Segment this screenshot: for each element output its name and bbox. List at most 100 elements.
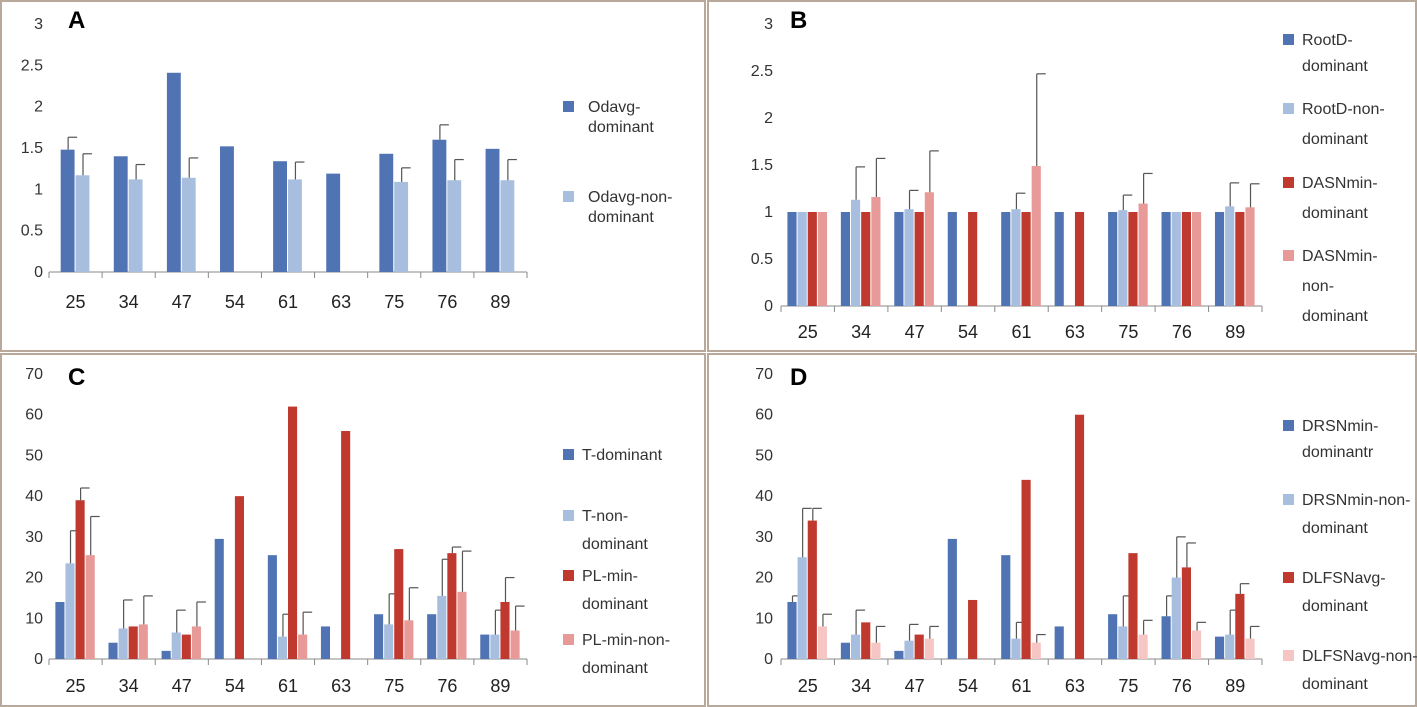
panel-c-letter: C — [68, 364, 85, 391]
y-tick-label: 3 — [764, 16, 773, 33]
bar-b-s1-c1 — [851, 199, 861, 306]
bar-b-s1-c2 — [904, 209, 914, 306]
x-tick-label: 76 — [437, 292, 457, 312]
bar-c-s2-c8 — [500, 602, 510, 659]
bar-a-s0-c4 — [273, 161, 287, 272]
y-tick-label: 2.5 — [21, 57, 43, 74]
bar-b-s3-c4 — [1031, 165, 1041, 306]
bar-a-s1-c0 — [75, 175, 90, 272]
x-tick-label: 76 — [1172, 676, 1192, 696]
bar-a-s1-c8 — [500, 180, 515, 272]
bar-b-s3-c7 — [1191, 212, 1202, 306]
x-tick-label: 75 — [384, 676, 404, 696]
bar-a-s0-c6 — [379, 153, 394, 272]
bar-b-s0-c8 — [1214, 212, 1225, 306]
bar-b-s3-c1 — [871, 196, 881, 306]
bar-d-s1-c2 — [904, 640, 914, 659]
bar-a-s1-c1 — [128, 179, 143, 272]
bar-d-s1-c4 — [1011, 638, 1021, 659]
bar-b-s0-c4 — [1001, 212, 1011, 306]
x-tick-label: 76 — [1172, 322, 1192, 342]
x-tick-label: 63 — [331, 292, 351, 312]
legend-swatch — [1283, 494, 1294, 505]
y-tick-label: 40 — [755, 488, 773, 505]
x-tick-label: 89 — [490, 676, 510, 696]
x-tick-label: 25 — [66, 292, 86, 312]
legend-label: Odavg-dominant — [588, 99, 654, 136]
bar-b-s3-c8 — [1245, 207, 1255, 306]
bar-b-s2-c6 — [1128, 212, 1138, 306]
y-tick-label: 30 — [755, 529, 773, 546]
bar-b-s2-c8 — [1235, 212, 1245, 306]
bar-d-s0-c1 — [840, 642, 851, 659]
legend-label: RootD-non-dominant — [1302, 101, 1385, 148]
bar-c-s3-c0 — [85, 555, 95, 659]
bar-d-s0-c7 — [1161, 616, 1171, 659]
x-tick-label: 76 — [437, 676, 457, 696]
bar-d-s3-c4 — [1031, 642, 1041, 659]
legend-swatch — [563, 191, 574, 202]
x-tick-label: 47 — [172, 676, 192, 696]
x-tick-label: 63 — [1065, 676, 1085, 696]
legend-label: RootD-dominant — [1302, 32, 1368, 75]
legend-swatch — [1283, 650, 1294, 661]
bar-c-s3-c4 — [298, 634, 308, 659]
y-tick-label: 30 — [25, 529, 43, 546]
x-tick-label: 25 — [798, 676, 818, 696]
panel-c-frame — [0, 353, 706, 707]
bar-c-s0-c6 — [374, 614, 384, 659]
legend-swatch — [1283, 420, 1294, 431]
y-tick-label: 2.5 — [751, 63, 773, 80]
bar-b-s1-c6 — [1118, 210, 1128, 306]
x-tick-label: 47 — [172, 292, 192, 312]
y-tick-label: 10 — [755, 610, 773, 627]
bar-d-s3-c7 — [1191, 630, 1202, 659]
legend-label: DLFSNavg-non-dominant — [1302, 648, 1417, 693]
bar-d-s2-c6 — [1128, 553, 1138, 659]
legend-swatch — [563, 449, 574, 460]
x-tick-label: 34 — [851, 322, 871, 342]
legend-label: DLFSNavg-dominant — [1302, 570, 1386, 615]
y-tick-label: 60 — [755, 407, 773, 424]
bar-c-s2-c1 — [128, 626, 138, 659]
x-tick-label: 61 — [278, 292, 298, 312]
bar-b-s3-c2 — [924, 192, 934, 306]
y-tick-label: 2 — [764, 110, 773, 127]
bar-d-s2-c3 — [968, 599, 978, 659]
x-tick-label: 75 — [1118, 676, 1138, 696]
y-tick-label: 40 — [25, 488, 43, 505]
bar-d-s0-c0 — [787, 602, 797, 659]
chart-c: 0 10 20 30 40 50 60 70 25 34 47 54 61 63 75 76 89 T-domin… — [25, 366, 670, 696]
bar-a-s0-c2 — [166, 72, 181, 272]
bar-c-s0-c2 — [161, 650, 171, 659]
x-tick-label: 89 — [1225, 322, 1245, 342]
x-tick-label: 63 — [1065, 322, 1085, 342]
bar-b-s2-c7 — [1181, 212, 1191, 306]
bar-a-s0-c1 — [113, 156, 128, 272]
x-tick-label: 61 — [1011, 322, 1031, 342]
y-tick-label: 20 — [25, 570, 43, 587]
bar-c-s1-c0 — [65, 563, 75, 659]
legend-swatch — [1283, 177, 1294, 188]
x-tick-label: 54 — [958, 322, 978, 342]
bar-c-s0-c3 — [214, 538, 224, 659]
bar-c-s2-c5 — [341, 431, 351, 659]
chart-a: 0 0.5 1 1.5 2 2.5 3 25 34 47 54 61 63 75 76 89 Odavg-dom… — [21, 16, 673, 312]
x-tick-label: 34 — [851, 676, 871, 696]
legend-swatch — [563, 510, 574, 521]
y-tick-label: 0 — [764, 651, 773, 668]
legend-swatch — [563, 634, 574, 645]
bar-d-s0-c3 — [947, 538, 957, 659]
bar-d-s0-c6 — [1108, 614, 1118, 659]
y-tick-label: 10 — [25, 610, 43, 627]
x-tick-label: 25 — [798, 322, 818, 342]
bar-d-s3-c8 — [1245, 638, 1255, 659]
legend-label: T-dominant — [582, 447, 663, 464]
bar-d-s2-c4 — [1021, 479, 1031, 659]
bar-b-s0-c7 — [1161, 212, 1171, 306]
bar-d-s3-c1 — [871, 642, 881, 659]
chart-b: 0 0.5 1 1.5 2 2.5 3 25 34 47 54 61 63 75 76 89 RootD-dom… — [751, 16, 1385, 342]
x-tick-label: 89 — [490, 292, 510, 312]
bar-a-s1-c2 — [181, 177, 196, 272]
bar-a-s1-c4 — [288, 179, 302, 272]
